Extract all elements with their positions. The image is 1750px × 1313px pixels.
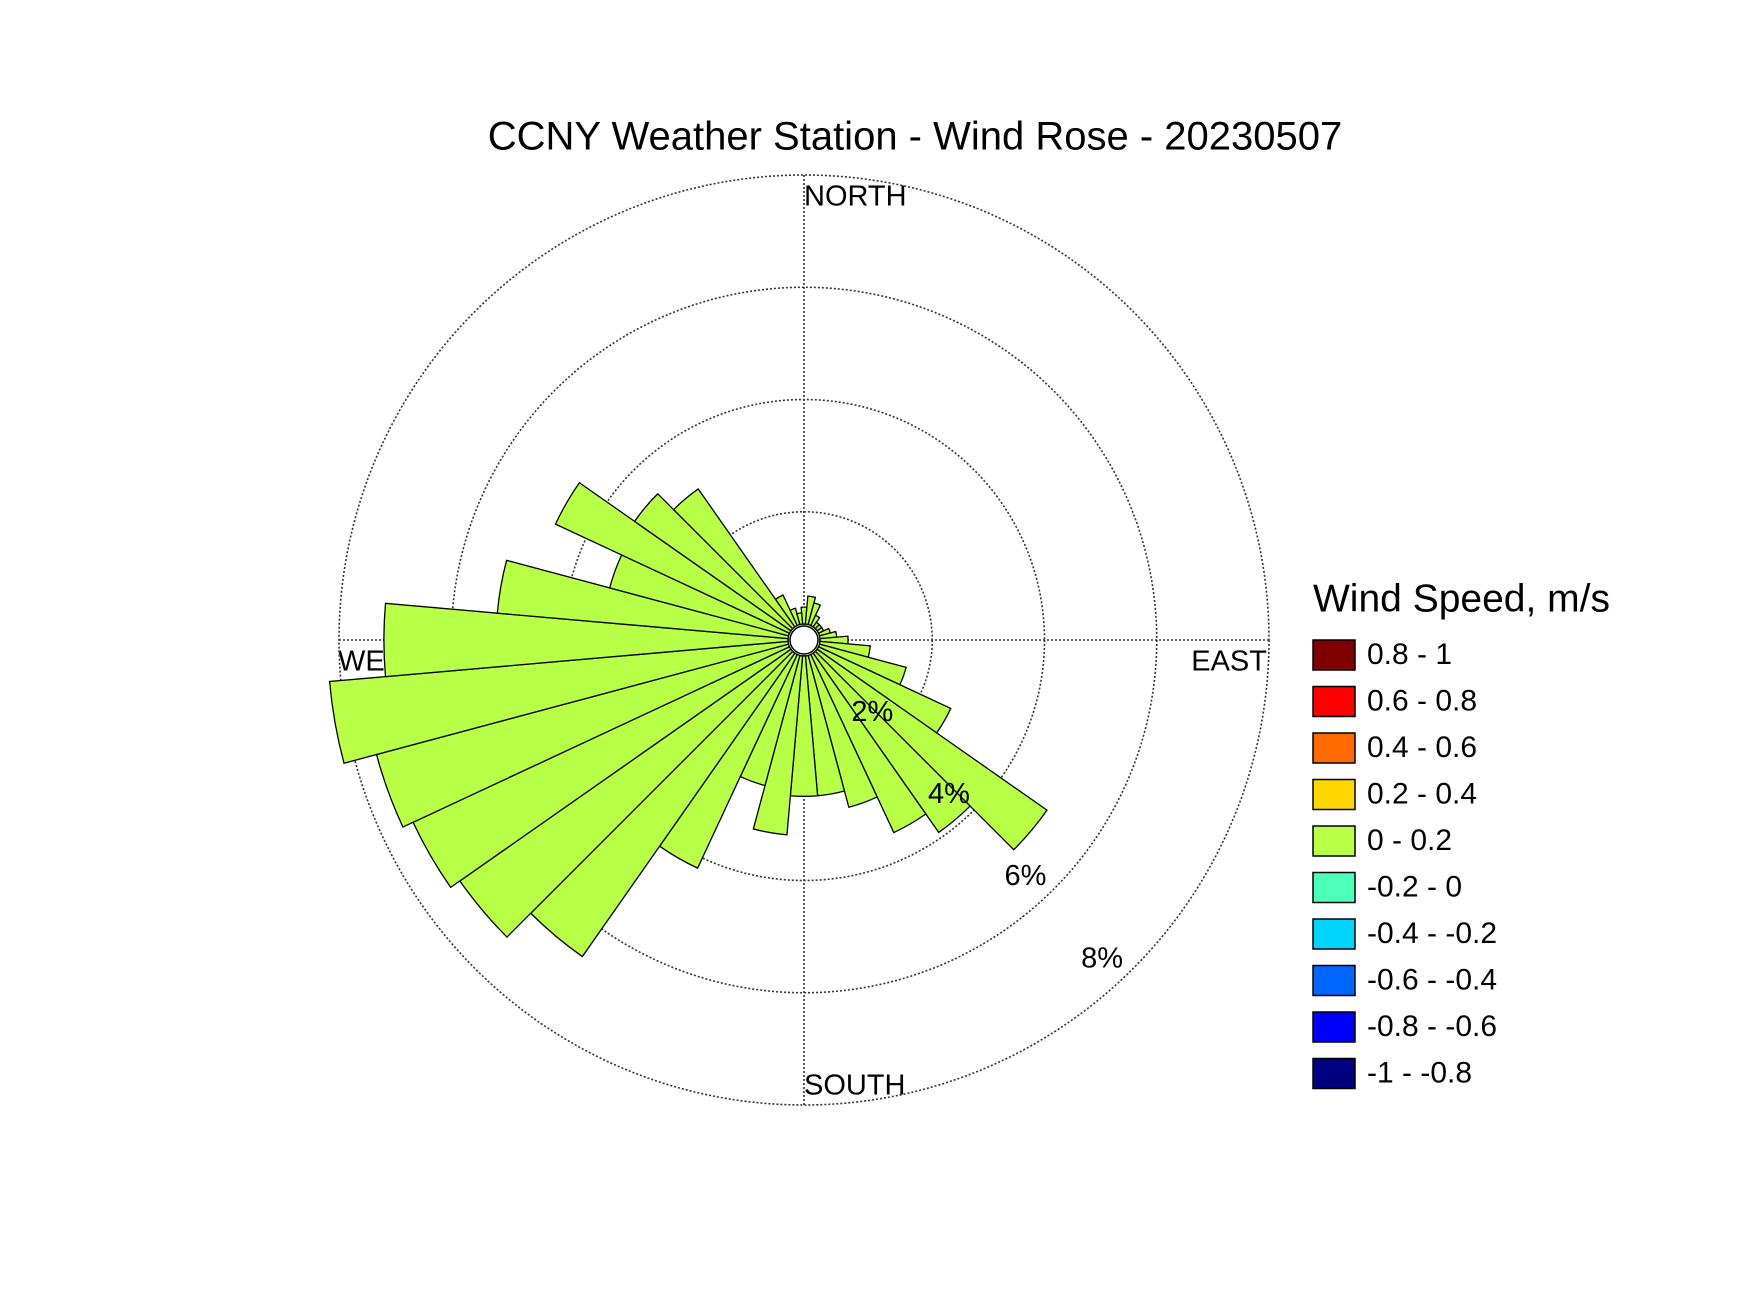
compass-label: SOUTH — [804, 1070, 906, 1102]
center-hole — [789, 625, 819, 655]
bar — [554, 481, 792, 635]
bar — [809, 652, 927, 834]
legend-swatch — [1312, 964, 1356, 997]
legend-label: -0.2 - 0 — [1367, 870, 1462, 903]
legend-label: -0.6 - -0.4 — [1367, 963, 1497, 996]
legend-label: -0.8 - -0.6 — [1367, 1010, 1497, 1043]
legend-swatch — [1312, 685, 1356, 718]
r-tick-label: 4% — [928, 778, 970, 810]
r-tick-label: 6% — [1005, 860, 1047, 892]
compass-label: EAST — [1191, 646, 1267, 678]
legend-swatch — [1312, 732, 1356, 764]
legend-swatch — [1312, 1057, 1356, 1090]
legend-label: -1 - -0.8 — [1367, 1056, 1472, 1089]
grid-ring — [562, 398, 1046, 882]
legend-label: 0.4 - 0.6 — [1367, 731, 1477, 764]
legend-swatch — [1312, 871, 1356, 904]
legend-label: 0.6 - 0.8 — [1367, 684, 1477, 717]
bar — [752, 654, 804, 836]
compass-label: NORTH — [804, 181, 907, 213]
legend-title: Wind Speed, m/s — [1313, 577, 1610, 620]
grid-ring — [450, 286, 1158, 994]
legend-swatch — [1312, 825, 1356, 857]
bar — [496, 559, 790, 640]
legend-swatch — [1312, 918, 1356, 950]
bar — [633, 492, 794, 632]
legend-swatch — [1312, 639, 1356, 671]
r-tick-label: 2% — [851, 696, 893, 728]
legend-swatch — [1312, 1011, 1356, 1043]
legend-label: 0 - 0.2 — [1367, 824, 1452, 857]
bar — [796, 612, 804, 626]
legend-label: 0.2 - 0.4 — [1367, 777, 1477, 810]
bar — [789, 607, 801, 627]
legend-label: 0.8 - 1 — [1367, 638, 1452, 671]
bar — [774, 594, 799, 628]
legend-swatch — [1312, 778, 1356, 811]
bar — [804, 595, 817, 626]
chart-title: CCNY Weather Station - Wind Rose - 20230… — [488, 115, 1343, 159]
r-tick-label: 8% — [1081, 942, 1123, 974]
bar — [809, 614, 821, 628]
legend-label: -0.4 - -0.2 — [1367, 917, 1497, 950]
bar — [807, 653, 879, 809]
bars — [328, 481, 1048, 958]
bar — [814, 648, 1048, 851]
bar — [807, 602, 822, 627]
bar — [383, 602, 789, 678]
grid-ring — [338, 174, 1270, 1106]
bar — [812, 650, 972, 834]
bar — [672, 488, 796, 630]
